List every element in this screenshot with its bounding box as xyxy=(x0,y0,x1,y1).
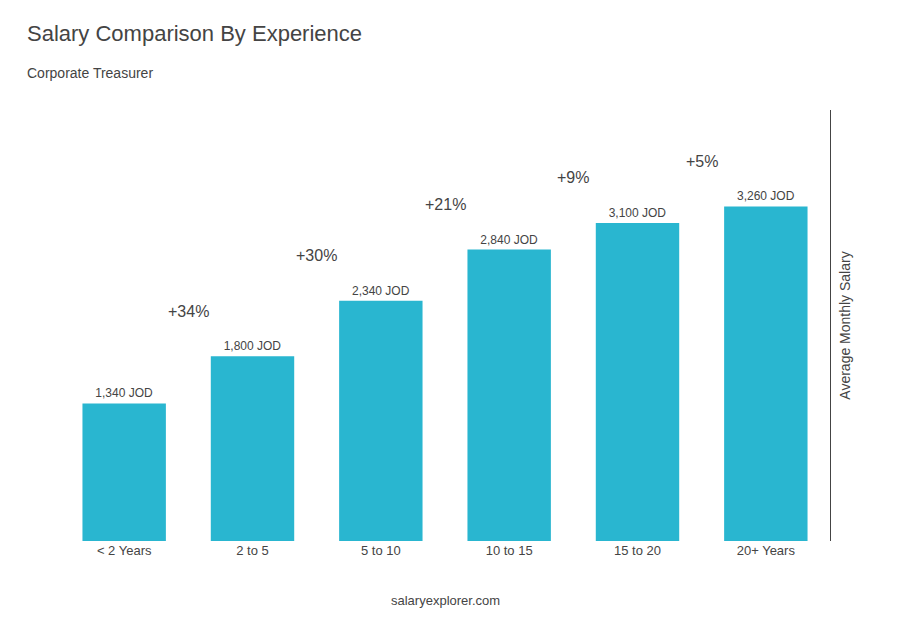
svg-text:+34%: +34% xyxy=(168,303,209,320)
svg-text:Average Monthly Salary: Average Monthly Salary xyxy=(837,251,853,399)
svg-text:15 to 20: 15 to 20 xyxy=(614,543,661,558)
svg-text:20+ Years: 20+ Years xyxy=(737,543,796,558)
svg-text:2,340 JOD: 2,340 JOD xyxy=(352,284,410,298)
svg-text:salaryexplorer.com: salaryexplorer.com xyxy=(391,593,500,608)
svg-text:< 2 Years: < 2 Years xyxy=(97,543,152,558)
svg-text:1,800 JOD: 1,800 JOD xyxy=(224,339,282,353)
svg-text:10 to 15: 10 to 15 xyxy=(486,543,533,558)
svg-text:+9%: +9% xyxy=(557,169,589,186)
svg-text:3,100 JOD: 3,100 JOD xyxy=(609,206,667,220)
svg-text:2,840 JOD: 2,840 JOD xyxy=(480,233,538,247)
svg-text:3,260 JOD: 3,260 JOD xyxy=(737,189,795,203)
svg-text:+5%: +5% xyxy=(686,153,718,170)
svg-text:2 to 5: 2 to 5 xyxy=(236,543,269,558)
svg-text:+21%: +21% xyxy=(425,196,466,213)
svg-text:+30%: +30% xyxy=(296,247,337,264)
svg-text:1,340 JOD: 1,340 JOD xyxy=(95,386,153,400)
svg-text:Salary Comparison By Experienc: Salary Comparison By Experience xyxy=(27,21,362,46)
svg-text:Corporate Treasurer: Corporate Treasurer xyxy=(27,65,153,81)
svg-text:5 to 10: 5 to 10 xyxy=(361,543,401,558)
